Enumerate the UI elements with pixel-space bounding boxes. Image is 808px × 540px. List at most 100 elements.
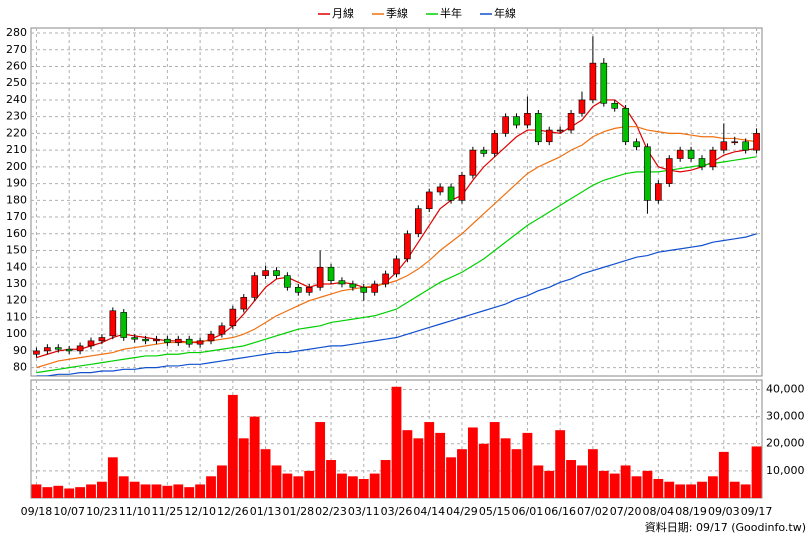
y-tick-label: 90 — [13, 344, 27, 357]
candle-body — [425, 191, 433, 209]
volume-bar — [664, 481, 675, 498]
volume-bar — [151, 484, 162, 498]
volume-bar — [86, 484, 96, 498]
volume-bar — [249, 416, 260, 498]
y-tick-label: 110 — [6, 310, 27, 323]
volume-bar — [598, 470, 609, 498]
y-tick-label: 170 — [6, 210, 27, 223]
x-tick-label: 12/26 — [217, 505, 249, 518]
candle-body — [535, 113, 542, 143]
volume-bar — [402, 430, 413, 498]
candle-body — [556, 129, 564, 132]
candle-body — [109, 310, 117, 337]
legend-label: 半年 — [440, 6, 462, 20]
volume-bar — [195, 484, 206, 498]
volume-bar — [75, 487, 86, 498]
volume-bar — [718, 451, 729, 498]
y-tick-label: 190 — [6, 177, 27, 190]
volume-bar — [675, 484, 686, 498]
volume-tick-label: 40,000 — [766, 382, 805, 395]
volume-bar — [217, 465, 227, 498]
volume-bar — [653, 479, 664, 498]
volume-bar — [358, 479, 369, 498]
volume-bar — [740, 484, 751, 498]
y-tick-label: 220 — [6, 126, 27, 139]
candle-body — [502, 116, 509, 134]
volume-bar — [620, 465, 631, 498]
volume-bar — [435, 432, 446, 498]
x-tick-label: 06/16 — [544, 505, 576, 518]
volume-bar — [227, 394, 238, 498]
volume-bar — [555, 430, 566, 498]
y-tick-label: 130 — [6, 277, 27, 290]
candle-body — [611, 102, 619, 109]
candle-body — [665, 158, 673, 184]
volume-bar — [566, 460, 576, 498]
candle-body — [469, 149, 477, 176]
candle-body — [742, 141, 749, 151]
candle-body — [480, 149, 488, 154]
volume-bar — [697, 481, 707, 498]
y-tick-label: 100 — [6, 327, 27, 340]
volume-bar — [380, 460, 391, 498]
volume-bar — [686, 484, 696, 498]
volume-bar — [631, 476, 642, 498]
candle-body — [731, 141, 739, 144]
volume-tick-label: 30,000 — [766, 410, 805, 423]
candle-body — [229, 308, 237, 327]
y-tick-label: 160 — [6, 227, 27, 240]
volume-bar — [315, 422, 326, 498]
volume-bar — [369, 473, 380, 498]
candle-body — [305, 287, 313, 293]
x-tick-label: 08/19 — [675, 505, 707, 518]
candle-body — [174, 338, 182, 343]
candle-body — [316, 266, 324, 288]
y-tick-label: 260 — [6, 59, 27, 72]
candle-body — [436, 186, 444, 193]
volume-bar — [751, 446, 762, 498]
candle-body — [393, 258, 400, 275]
candle-body — [753, 133, 760, 151]
candle-body — [131, 337, 138, 340]
y-tick-label: 230 — [6, 110, 27, 123]
candle-body — [164, 338, 171, 343]
volume-bar — [293, 476, 304, 498]
y-tick-label: 80 — [13, 361, 27, 374]
candle-body — [415, 208, 422, 235]
candle-body — [524, 113, 531, 126]
y-tick-label: 210 — [6, 143, 27, 156]
candle-body — [273, 270, 280, 276]
candle-body — [687, 149, 695, 159]
volume-bar — [304, 470, 315, 498]
candle-body — [600, 62, 608, 104]
candle-body — [622, 108, 629, 143]
x-tick-label: 03/26 — [381, 505, 413, 518]
y-tick-label: 250 — [6, 76, 27, 89]
candle-body — [87, 340, 95, 347]
volume-bar — [64, 488, 75, 498]
x-tick-label: 06/01 — [512, 505, 544, 518]
candle-body — [545, 129, 553, 143]
legend-label: 季線 — [386, 6, 408, 20]
volume-bar — [97, 481, 107, 498]
volume-bar — [544, 470, 555, 498]
candle-body — [76, 345, 84, 352]
candle-body — [44, 347, 51, 352]
candle-body — [404, 233, 411, 260]
x-tick-label: 03/11 — [348, 505, 380, 518]
volume-bar — [260, 449, 271, 498]
volume-bar — [347, 476, 358, 498]
candle-body — [251, 275, 258, 298]
volume-bar — [107, 457, 118, 498]
x-tick-label: 09/17 — [741, 505, 773, 518]
y-tick-label: 140 — [6, 260, 27, 273]
candle-body — [709, 149, 717, 168]
candle-body — [153, 338, 160, 342]
volume-bar — [457, 449, 467, 498]
candle-body — [371, 283, 378, 293]
candle-body — [338, 280, 346, 285]
candle-body — [295, 287, 302, 293]
volume-bar — [238, 438, 249, 498]
y-tick-label: 150 — [6, 244, 27, 257]
